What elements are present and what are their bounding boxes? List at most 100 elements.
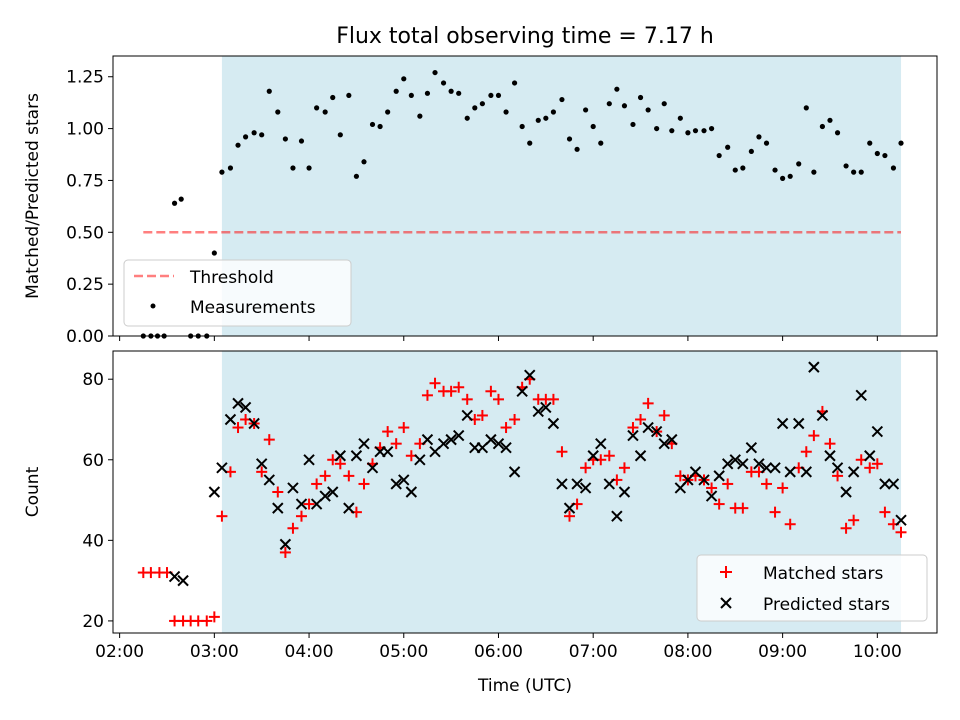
measurement-point [716, 152, 722, 159]
predicted-star-point [595, 437, 607, 450]
predicted-star-point [816, 409, 829, 422]
predicted-star-point [295, 498, 308, 510]
measurement-point [330, 94, 336, 101]
measurement-point [630, 121, 636, 128]
measurement-point [266, 88, 272, 94]
matched-star-point [722, 478, 734, 490]
measurement-point [843, 163, 849, 169]
y-tick-label: 0.50 [66, 223, 104, 243]
predicted-star-point [666, 433, 678, 446]
measurement-point [424, 90, 431, 96]
measurement-point [796, 161, 802, 167]
measurement-point [598, 140, 604, 146]
predicted-star-point [729, 454, 741, 466]
matched-star-point [879, 506, 891, 518]
matched-star-point [658, 409, 670, 421]
y-tick-label: 60 [82, 451, 104, 471]
matched-star-point [500, 422, 512, 434]
measurement-point [621, 103, 628, 109]
measurement-point [337, 132, 343, 138]
measurement-point [178, 196, 184, 202]
predicted-star-point [784, 466, 796, 478]
measurement-point [464, 115, 470, 121]
matched-star-point [618, 462, 630, 474]
measurement-point [763, 140, 770, 146]
predicted-star-point [532, 405, 544, 418]
matched-star-point [784, 518, 796, 530]
predicted-star-point [334, 450, 347, 462]
predicted-star-point [279, 538, 292, 551]
predicted-star-point [721, 458, 734, 470]
predicted-star-point [390, 478, 402, 490]
predicted-star-point [871, 425, 884, 438]
matched-star-point [895, 526, 907, 538]
matched-star-point [713, 498, 725, 510]
measurement-point [211, 250, 217, 256]
predicted-star-point [232, 397, 244, 410]
predicted-star-point [658, 437, 670, 450]
matched-star-point [453, 381, 465, 393]
measurement-point [377, 123, 383, 130]
measurement-point [574, 146, 580, 152]
measurement-point [874, 150, 880, 157]
measurement-point [834, 130, 841, 136]
measurement-point [550, 109, 557, 115]
predicted-star-point [579, 482, 592, 494]
measurement-point [898, 140, 904, 146]
x-tick-label: 08:00 [663, 642, 712, 662]
predicted-star-point [405, 486, 418, 498]
measurement-point [851, 169, 857, 175]
y-tick-label: 0.25 [66, 275, 104, 295]
measurement-point [708, 125, 715, 132]
bottom-y-axis-label: Count [23, 466, 43, 517]
measurement-point [677, 115, 683, 121]
measurement-point [645, 107, 651, 113]
measurement-point [417, 113, 423, 119]
matched-star-point [824, 438, 836, 450]
matched-star-point [358, 478, 370, 490]
predicted-star-point [540, 401, 552, 414]
measurement-point [251, 130, 257, 136]
measurement-point [811, 169, 817, 175]
predicted-star-point [343, 502, 355, 514]
matched-star-point [445, 385, 457, 397]
predicted-star-point [753, 458, 765, 470]
matched-star-point [635, 413, 647, 425]
measurement-point [669, 128, 675, 134]
matched-star-point [706, 482, 718, 494]
predicted-star-point [255, 458, 268, 470]
x-tick-label: 09:00 [758, 642, 807, 662]
predicted-star-point [745, 441, 758, 454]
predicted-star-point [563, 502, 576, 514]
measurement-point [519, 123, 525, 130]
measurement-point [472, 105, 478, 111]
predicted-star-point [437, 437, 450, 450]
predicted-star-point [769, 462, 781, 474]
measurement-point [614, 86, 620, 92]
legend-measurements-label: Measurements [190, 298, 316, 318]
matched-star-point [334, 458, 346, 470]
predicted-star-point [398, 474, 410, 486]
predicted-stars-series [168, 361, 907, 587]
matched-star-point [343, 470, 355, 482]
predicted-star-point [177, 574, 189, 587]
predicted-star-point [492, 437, 505, 450]
measurement-point [488, 92, 494, 99]
predicted-star-point [824, 450, 836, 462]
measurement-point [692, 128, 699, 134]
y-tick-label: 1.25 [66, 68, 104, 88]
predicted-star-point [358, 437, 370, 450]
legend-matched-swatch [720, 566, 732, 578]
x-tick-label: 07:00 [569, 642, 618, 662]
matched-star-point [398, 422, 410, 434]
measurement-point [772, 167, 778, 173]
y-tick-label: 0.00 [66, 327, 104, 347]
measurement-point [298, 138, 305, 144]
matched-star-point [603, 450, 615, 462]
predicted-star-point [737, 458, 749, 470]
x-tick-label: 03:00 [190, 642, 239, 662]
measurement-point [448, 88, 454, 94]
measurement-point [353, 173, 360, 179]
predicted-star-point [381, 446, 394, 458]
measurement-point [890, 165, 897, 171]
